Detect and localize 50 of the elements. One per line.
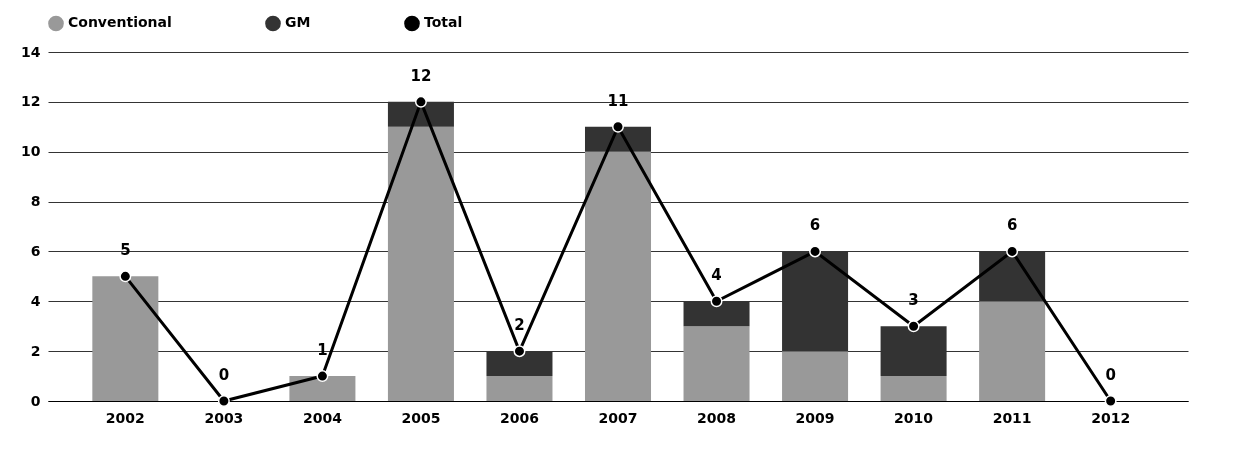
x-tick-label: 2010 bbox=[894, 409, 934, 426]
y-tick-label: 0 bbox=[30, 392, 41, 409]
y-tick-label: 2 bbox=[30, 342, 41, 359]
bar bbox=[979, 301, 1046, 401]
bar bbox=[880, 326, 947, 377]
point bbox=[907, 320, 920, 333]
bar bbox=[289, 376, 356, 401]
data-label: 2 bbox=[514, 316, 525, 335]
data-label: 6 bbox=[1006, 216, 1018, 235]
point bbox=[217, 395, 230, 407]
data-label: 6 bbox=[809, 216, 821, 235]
x-tick-label: 2007 bbox=[598, 409, 638, 426]
bar bbox=[584, 151, 652, 401]
y-tick-label: 12 bbox=[21, 93, 41, 110]
y-tick-label: 14 bbox=[21, 43, 41, 60]
bar bbox=[782, 251, 849, 352]
data-label: 0 bbox=[1105, 366, 1116, 384]
bar bbox=[880, 376, 947, 401]
data-label: 4 bbox=[711, 266, 722, 285]
x-tick-label: 2002 bbox=[105, 409, 145, 426]
y-tick-label: 6 bbox=[30, 242, 41, 259]
x-tick-label: 2011 bbox=[992, 409, 1032, 426]
y-tick-label: 10 bbox=[21, 143, 41, 160]
legend-label: Total bbox=[424, 14, 463, 31]
data-label: 12 bbox=[410, 66, 432, 85]
bar bbox=[92, 276, 159, 401]
x-tick-label: 2003 bbox=[204, 409, 244, 426]
x-tick-label: 2004 bbox=[302, 409, 343, 426]
x-tick-label: 2006 bbox=[499, 409, 539, 426]
x-tick-label: 2005 bbox=[401, 409, 441, 426]
bar bbox=[387, 126, 454, 401]
point bbox=[710, 295, 723, 308]
point bbox=[119, 270, 132, 283]
legend-label: Conventional bbox=[68, 14, 172, 31]
legend-label: GM bbox=[285, 14, 311, 31]
point bbox=[1104, 395, 1117, 407]
point bbox=[513, 345, 526, 358]
bar bbox=[683, 301, 750, 327]
x-tick-label: 2009 bbox=[795, 409, 835, 426]
bar bbox=[486, 376, 553, 401]
x-tick-label: 2012 bbox=[1091, 409, 1131, 426]
x-tick-label: 2008 bbox=[697, 409, 737, 426]
y-tick-label: 4 bbox=[30, 292, 41, 309]
y-tick-label: 8 bbox=[30, 193, 41, 210]
point bbox=[316, 370, 329, 383]
data-label: 0 bbox=[218, 366, 230, 384]
bar bbox=[486, 351, 553, 377]
bar bbox=[683, 326, 750, 401]
bar bbox=[782, 351, 849, 401]
bar bbox=[979, 251, 1046, 302]
